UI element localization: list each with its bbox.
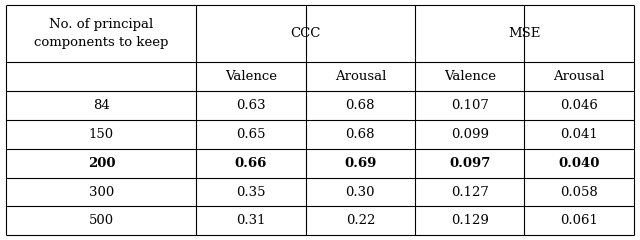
Text: 300: 300 (89, 186, 114, 198)
Text: 0.058: 0.058 (560, 186, 598, 198)
Text: 0.35: 0.35 (236, 186, 266, 198)
Text: 0.107: 0.107 (451, 99, 488, 112)
Text: 200: 200 (88, 157, 115, 170)
Text: CCC: CCC (291, 27, 321, 40)
Text: Arousal: Arousal (553, 70, 605, 83)
Text: MSE: MSE (508, 27, 540, 40)
Text: No. of principal
components to keep: No. of principal components to keep (34, 18, 168, 49)
Text: 0.040: 0.040 (558, 157, 600, 170)
Text: 0.63: 0.63 (236, 99, 266, 112)
Text: 0.69: 0.69 (344, 157, 376, 170)
Text: 0.097: 0.097 (449, 157, 490, 170)
Text: 0.061: 0.061 (560, 214, 598, 227)
Text: 0.127: 0.127 (451, 186, 488, 198)
Text: 0.30: 0.30 (346, 186, 375, 198)
Text: 0.31: 0.31 (236, 214, 266, 227)
Text: 150: 150 (89, 128, 114, 141)
Text: 0.046: 0.046 (560, 99, 598, 112)
Text: 0.66: 0.66 (235, 157, 267, 170)
Text: 0.099: 0.099 (451, 128, 488, 141)
Text: 0.68: 0.68 (346, 99, 375, 112)
Text: 0.65: 0.65 (236, 128, 266, 141)
Text: 0.041: 0.041 (560, 128, 598, 141)
Text: Arousal: Arousal (335, 70, 386, 83)
Text: Valence: Valence (444, 70, 495, 83)
Text: 0.129: 0.129 (451, 214, 488, 227)
Text: 0.22: 0.22 (346, 214, 375, 227)
Text: 500: 500 (89, 214, 114, 227)
Text: Valence: Valence (225, 70, 277, 83)
Text: 0.68: 0.68 (346, 128, 375, 141)
Text: 84: 84 (93, 99, 109, 112)
